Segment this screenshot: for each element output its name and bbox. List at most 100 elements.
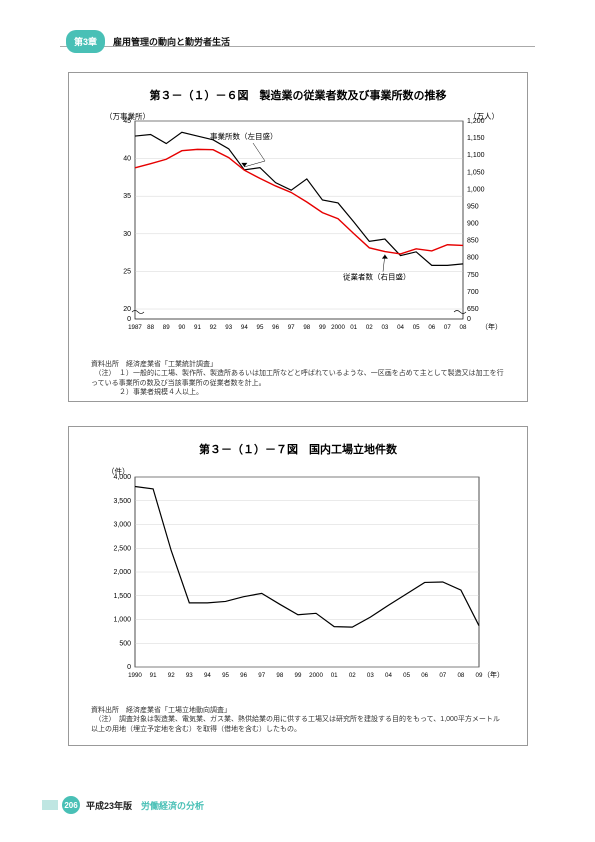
svg-text:650: 650 [467, 306, 479, 313]
svg-text:01: 01 [331, 672, 338, 679]
chart-2-notes: 資料出所 経済産業省「工場立地動向調査」 （注） 調査対象は製造業、電気業、ガス… [91, 706, 505, 734]
chart-1-notes: 資料出所 経済産業省「工業統計調査」 （注） １）一般的に工場、製作所、製造所あ… [91, 360, 505, 398]
svg-text:25: 25 [123, 268, 131, 275]
svg-text:500: 500 [119, 640, 131, 647]
svg-text:1,500: 1,500 [113, 593, 131, 600]
svg-text:850: 850 [467, 238, 479, 245]
svg-text:99: 99 [319, 324, 326, 331]
svg-text:92: 92 [210, 324, 217, 331]
svg-text:3,500: 3,500 [113, 498, 131, 505]
svg-text:05: 05 [413, 324, 420, 331]
svg-text:700: 700 [467, 289, 479, 296]
svg-text:94: 94 [204, 672, 211, 679]
header-title: 雇用管理の動向と勤労者生活 [113, 35, 230, 48]
svg-text:93: 93 [186, 672, 193, 679]
svg-text:03: 03 [367, 672, 374, 679]
svg-text:98: 98 [276, 672, 283, 679]
footer-text: 平成23年版 労働経済の分析 [86, 799, 204, 812]
svg-text:95: 95 [222, 672, 229, 679]
svg-text:0: 0 [467, 316, 471, 323]
chart-1-container: 第３－（１）－６図 製造業の従業者数及び事業所数の推移 202530354045… [68, 72, 528, 402]
svg-text:900: 900 [467, 221, 479, 228]
svg-text:90: 90 [178, 324, 185, 331]
note-text-2: 調査対象は製造業、電気業、ガス業、熱供給業の用に供する工場又は研究所を建設する目… [91, 716, 500, 732]
svg-text:01: 01 [350, 324, 357, 331]
footer-title: 労働経済の分析 [141, 801, 204, 811]
svg-text:88: 88 [147, 324, 154, 331]
svg-text:1,150: 1,150 [467, 135, 485, 142]
note-2: ２）事業者規模４人以上。 [119, 389, 203, 396]
svg-text:1,000: 1,000 [467, 186, 485, 193]
svg-text:06: 06 [421, 672, 428, 679]
svg-text:97: 97 [258, 672, 265, 679]
note-1: １）一般的に工場、製作所、製造所あるいは加工所などと呼ばれているような、一区画を… [91, 370, 504, 386]
svg-text:05: 05 [403, 672, 410, 679]
chart-1-plot: 2025303540456507007508008509009501,0001,… [91, 109, 505, 354]
svg-text:08: 08 [460, 324, 467, 331]
source-label-2: 資料出所 [91, 707, 119, 714]
svg-text:89: 89 [163, 324, 170, 331]
svg-text:40: 40 [123, 156, 131, 163]
chart-2-container: 第３－（１）－７図 国内工場立地件数 0 500 1,000 1,500 2,000 2,… [68, 426, 528, 746]
svg-text:2000: 2000 [331, 324, 345, 331]
svg-text:750: 750 [467, 272, 479, 279]
svg-text:従業者数（右目盛）: 従業者数（右目盛） [343, 272, 411, 282]
svg-text:09: 09 [476, 672, 483, 679]
svg-text:04: 04 [397, 324, 404, 331]
source-label: 資料出所 [91, 361, 119, 368]
svg-text:02: 02 [366, 324, 373, 331]
svg-text:事業所数（左目盛）: 事業所数（左目盛） [210, 131, 278, 141]
svg-text:07: 07 [444, 324, 451, 331]
chart-2-title: 第３－（１）－７図 国内工場立地件数 [91, 441, 505, 457]
svg-text:06: 06 [428, 324, 435, 331]
svg-text:98: 98 [303, 324, 310, 331]
svg-text:（年）: （年） [483, 670, 504, 679]
svg-text:1,000: 1,000 [113, 617, 131, 624]
svg-text:800: 800 [467, 255, 479, 262]
svg-text:2,000: 2,000 [113, 569, 131, 576]
svg-text:（万事業所）: （万事業所） [105, 111, 150, 121]
page-number-badge: 206 [62, 796, 80, 814]
svg-text:（万人）: （万人） [469, 112, 499, 121]
svg-text:03: 03 [381, 324, 388, 331]
svg-text:2,500: 2,500 [113, 545, 131, 552]
source-text-2: 経済産業省「工場立地動向調査」 [126, 707, 231, 714]
chart-2-plot: 05001,0001,5002,0002,5003,0003,5004,0001… [91, 463, 505, 700]
svg-text:0: 0 [127, 664, 131, 671]
svg-text:08: 08 [457, 672, 464, 679]
svg-text:1987: 1987 [128, 324, 142, 331]
svg-text:97: 97 [288, 324, 295, 331]
chart-1-title: 第３－（１）－６図 製造業の従業者数及び事業所数の推移 [91, 87, 505, 103]
note-label: （注） [98, 370, 112, 377]
chapter-badge: 第3章 [66, 30, 105, 53]
note-label-2: （注） [98, 716, 112, 723]
svg-text:96: 96 [272, 324, 279, 331]
svg-text:94: 94 [241, 324, 248, 331]
page-footer: 206 平成23年版 労働経済の分析 [42, 796, 204, 814]
svg-text:950: 950 [467, 203, 479, 210]
svg-text:1,050: 1,050 [467, 169, 485, 176]
chart-2-svg: 05001,0001,5002,0002,5003,0003,5004,0001… [91, 463, 507, 695]
svg-text:35: 35 [123, 193, 131, 200]
svg-text:（年）: （年） [481, 322, 502, 331]
svg-text:（件）: （件） [107, 466, 130, 476]
svg-text:1990: 1990 [128, 672, 142, 679]
source-text: 経済産業省「工業統計調査」 [126, 361, 217, 368]
svg-text:91: 91 [194, 324, 201, 331]
svg-text:3,000: 3,000 [113, 522, 131, 529]
svg-text:99: 99 [295, 672, 302, 679]
svg-text:91: 91 [150, 672, 157, 679]
svg-text:93: 93 [225, 324, 232, 331]
footer-year: 平成23年版 [86, 801, 132, 811]
svg-text:20: 20 [123, 306, 131, 313]
svg-text:04: 04 [385, 672, 392, 679]
svg-text:02: 02 [349, 672, 356, 679]
footer-stripe [42, 800, 58, 810]
svg-text:96: 96 [240, 672, 247, 679]
svg-text:07: 07 [439, 672, 446, 679]
svg-text:1,100: 1,100 [467, 152, 485, 159]
svg-text:2000: 2000 [309, 672, 323, 679]
svg-text:95: 95 [257, 324, 264, 331]
svg-text:0: 0 [127, 316, 131, 323]
svg-text:30: 30 [123, 231, 131, 238]
